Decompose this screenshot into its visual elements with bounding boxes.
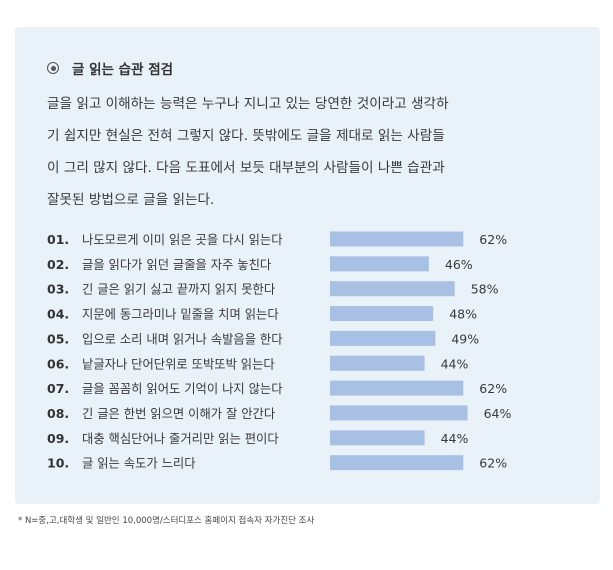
category-label: 입으로 소리 내며 읽거나 속발음을 한다 <box>82 332 283 346</box>
value-label: 62% <box>479 232 507 247</box>
row-number: 08. <box>47 406 69 421</box>
section-heading: 글 읽는 습관 점검 <box>47 58 173 78</box>
footnote: * N=중,고,대학생 및 일반인 10,000명/스터디포스 홈페이지 접속자… <box>18 516 315 526</box>
value-label: 46% <box>445 257 473 272</box>
row-number: 09. <box>47 431 69 446</box>
category-label: 지문에 동그라미나 밑줄을 치며 읽는다 <box>82 308 279 322</box>
section-title: 글 읽는 습관 점검 <box>72 62 174 78</box>
value-label: 62% <box>479 381 507 396</box>
row-number: 01. <box>47 232 69 247</box>
category-label: 긴 글은 한번 읽으면 이해가 잘 안간다 <box>82 407 275 421</box>
row-number: 03. <box>47 282 69 297</box>
category-label: 나도모르게 이미 읽은 곳을 다시 읽는다 <box>82 233 283 247</box>
intro-paragraph: 글을 읽고 이해하는 능력은 누구나 지니고 있는 당연한 것이라고 생각하 기… <box>47 88 517 216</box>
value-label: 48% <box>449 307 477 322</box>
category-label: 글을 읽다가 읽던 글줄을 자주 놓친다 <box>82 258 271 272</box>
category-label: 글을 꼼꼼히 읽어도 기억이 나지 않는다 <box>82 382 283 396</box>
content-panel <box>15 27 600 504</box>
category-label: 긴 글은 읽기 싫고 끝까지 읽지 못한다 <box>82 283 275 297</box>
bar <box>330 231 464 247</box>
row-number: 10. <box>47 456 69 471</box>
row-number: 05. <box>47 331 69 346</box>
bar <box>330 281 455 297</box>
value-label: 44% <box>441 356 469 371</box>
bar <box>330 455 464 471</box>
bar <box>330 306 434 322</box>
bar <box>330 330 436 346</box>
radio-bullet-icon <box>47 62 59 74</box>
category-label: 대충 핵심단어나 줄거리만 읽는 편이다 <box>82 431 279 446</box>
category-label: 낱글자나 단어단위로 또박또박 읽는다 <box>82 357 275 371</box>
row-number: 07. <box>47 381 69 396</box>
intro-line: 기 쉽지만 현실은 전혀 그렇지 않다. 뜻밖에도 글을 제대로 읽는 사람들 <box>47 128 445 144</box>
value-label: 58% <box>471 282 499 297</box>
value-label: 44% <box>441 431 469 446</box>
intro-line: 글을 읽고 이해하는 능력은 누구나 지니고 있는 당연한 것이라고 생각하 <box>47 96 449 112</box>
row-number: 04. <box>47 307 69 322</box>
intro-line: 잘못된 방법으로 글을 읽는다. <box>47 192 215 208</box>
value-label: 49% <box>451 331 479 346</box>
row-number: 06. <box>47 356 69 371</box>
category-label: 글 읽는 속도가 느리다 <box>82 457 196 471</box>
bar <box>330 355 425 371</box>
bar <box>330 380 464 396</box>
bar <box>330 256 429 272</box>
bar <box>330 405 468 421</box>
bar <box>330 430 425 446</box>
value-label: 64% <box>484 406 512 421</box>
intro-line: 이 그리 많지 않다. 다음 도표에서 보듯 대부분의 사람들이 나쁜 습관과 <box>47 160 445 176</box>
row-number: 02. <box>47 257 69 272</box>
value-label: 62% <box>479 456 507 471</box>
